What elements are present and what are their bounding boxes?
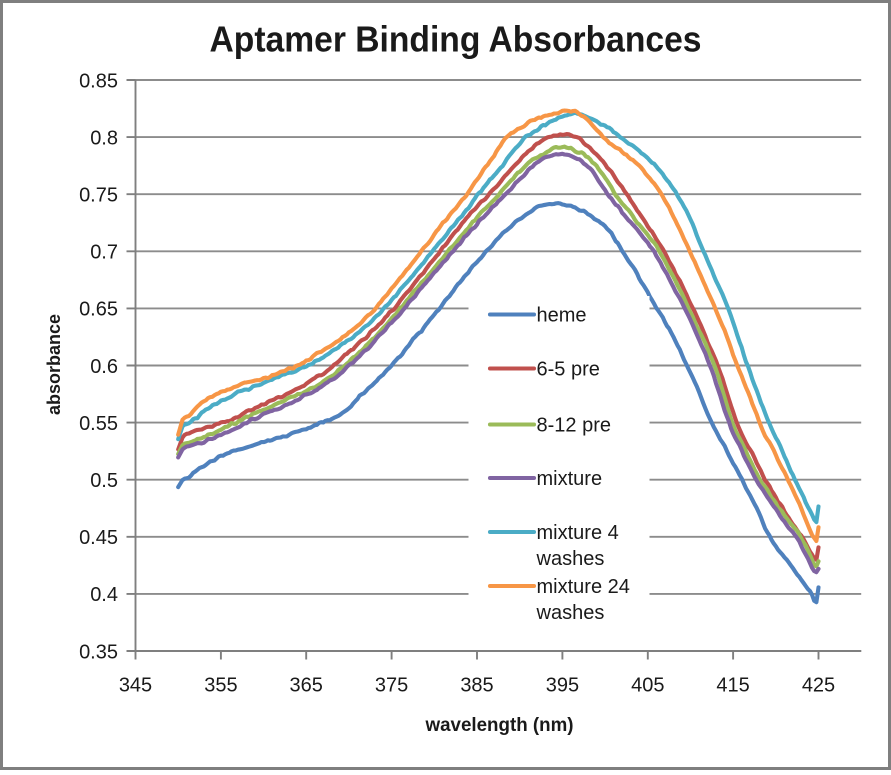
svg-text:345: 345: [119, 675, 152, 697]
svg-text:0.45: 0.45: [79, 527, 118, 549]
svg-text:washes: washes: [536, 602, 605, 624]
svg-text:6-5 pre: 6-5 pre: [537, 359, 600, 381]
svg-text:8-12 pre: 8-12 pre: [537, 415, 612, 437]
svg-text:mixture: mixture: [537, 468, 603, 490]
svg-text:385: 385: [460, 675, 493, 697]
svg-text:375: 375: [375, 675, 408, 697]
svg-text:0.6: 0.6: [90, 356, 118, 378]
svg-text:395: 395: [546, 675, 579, 697]
svg-text:0.35: 0.35: [79, 641, 118, 663]
svg-text:415: 415: [716, 675, 749, 697]
svg-text:0.7: 0.7: [90, 242, 118, 264]
svg-text:0.65: 0.65: [79, 299, 118, 321]
svg-text:405: 405: [631, 675, 664, 697]
svg-text:0.8: 0.8: [90, 127, 118, 149]
svg-text:Aptamer Binding Absorbances: Aptamer Binding Absorbances: [210, 19, 702, 60]
svg-text:0.75: 0.75: [79, 185, 118, 207]
svg-text:mixture 24: mixture 24: [537, 576, 630, 598]
svg-text:0.55: 0.55: [79, 413, 118, 435]
svg-text:washes: washes: [536, 548, 605, 570]
svg-text:0.5: 0.5: [90, 470, 118, 492]
svg-text:wavelength (nm): wavelength (nm): [425, 714, 574, 736]
svg-text:heme: heme: [537, 305, 587, 327]
svg-text:365: 365: [290, 675, 323, 697]
svg-text:0.85: 0.85: [79, 70, 118, 92]
svg-text:absorbance: absorbance: [44, 314, 64, 415]
svg-text:mixture 4: mixture 4: [537, 522, 619, 544]
svg-text:0.4: 0.4: [90, 584, 118, 606]
svg-text:425: 425: [802, 675, 835, 697]
svg-text:355: 355: [204, 675, 237, 697]
